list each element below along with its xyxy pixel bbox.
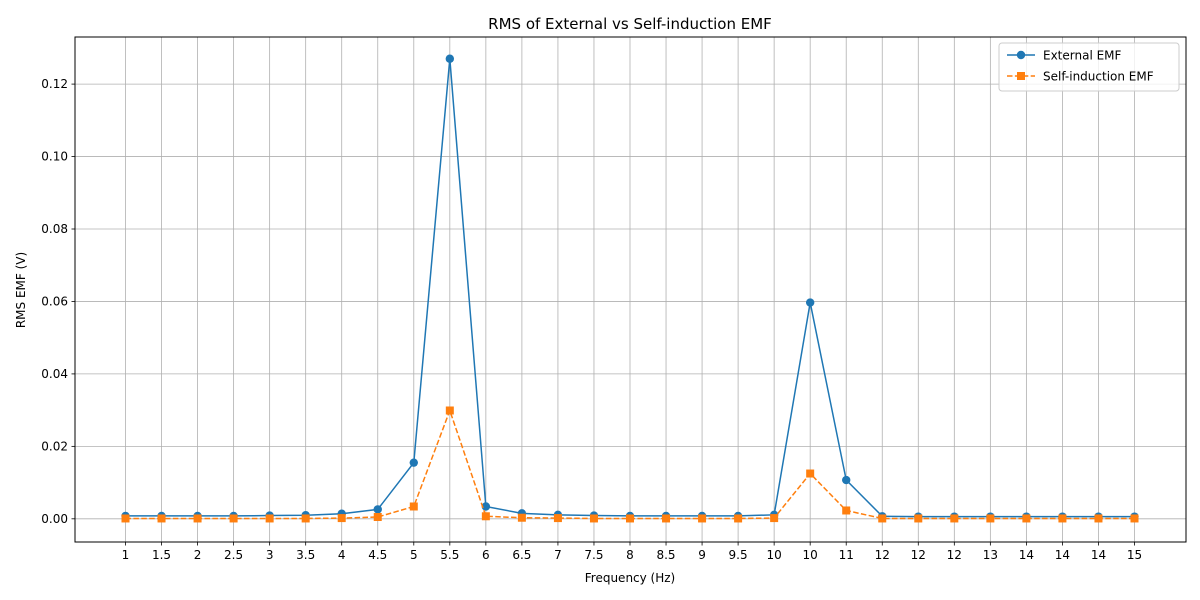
x-tick-label: 13 [983,548,998,562]
data-point [914,514,923,523]
data-point [878,514,887,523]
data-point [1022,514,1031,523]
x-tick-label: 5 [410,548,418,562]
y-tick-label: 0.04 [41,367,68,381]
data-point [121,514,130,523]
y-tick-label: 0.12 [41,77,68,91]
data-point [445,54,455,63]
legend-swatch-marker [1016,50,1026,60]
x-tick-label: 6.5 [512,548,531,562]
x-tick-label: 1.5 [152,548,171,562]
data-point [842,475,851,485]
x-tick-label: 5.5 [440,548,459,562]
x-tick-label: 14 [1091,548,1106,562]
x-tick-label: 9 [698,548,706,562]
x-tick-label: 10 [767,548,782,562]
data-point [770,514,779,523]
y-tick-label: 0.08 [41,222,68,236]
x-tick-label: 15 [1127,548,1142,562]
data-point [445,406,454,415]
x-tick-label: 6 [482,548,490,562]
x-tick-label: 1 [122,548,130,562]
data-point [409,458,418,467]
data-point [481,512,490,521]
x-tick-label: 3 [266,548,274,562]
y-axis: 0.00 0.02 0.04 0.06 0.08 0.10 0.12 [41,77,75,526]
data-point [553,514,562,523]
data-point [409,502,418,511]
data-point [301,514,310,523]
data-point [1094,514,1103,523]
x-tick-label: 8.5 [656,548,675,562]
legend-label: Self-induction EMF [1043,70,1154,84]
data-point [373,513,382,522]
chart-title: RMS of External vs Self-induction EMF [488,15,772,33]
legend-swatch-marker [1017,72,1025,80]
legend-label: External EMF [1043,49,1122,63]
x-axis-title: Frequency (Hz) [585,571,676,585]
data-point [950,514,959,523]
x-tick-label: 2 [194,548,202,562]
data-point [1130,514,1139,523]
x-tick-label: 7 [554,548,562,562]
data-point [229,514,238,523]
data-point [698,514,707,523]
x-tick-label: 9.5 [729,548,748,562]
data-point [481,502,491,511]
data-point [337,514,346,523]
y-axis-title: RMS EMF (V) [14,252,28,328]
x-tick-label: 12 [875,548,890,562]
x-tick-label: 4.5 [368,548,387,562]
series-self-induction-emf [121,406,1139,523]
plot-frame [74,36,1187,543]
x-axis: 1 1.5 2 2.5 3 3.5 4 4.5 5 5.5 6 6.5 7 7.5 8 8.5 9 9.5 10 10… [122,542,1142,562]
x-tick-label: 7.5 [584,548,603,562]
data-point [193,514,202,523]
data-point [626,514,634,523]
data-point [373,505,382,514]
x-tick-label: 10 [803,548,818,562]
data-point [589,514,598,523]
data-point [734,514,743,523]
data-point [265,514,274,523]
legend: External EMF Self-induction EMF [998,42,1180,92]
data-point [805,298,815,307]
data-point [842,506,851,515]
series-layer [121,54,1139,523]
x-tick-label: 2.5 [224,548,243,562]
data-point [662,514,671,523]
x-tick-label: 14 [1019,548,1034,562]
y-tick-label: 0.06 [41,294,68,308]
y-tick-label: 0.00 [41,512,68,526]
legend-entry: External EMF [1007,49,1122,63]
x-tick-label: 12 [911,548,926,562]
data-point [986,514,995,523]
data-point [517,513,526,522]
x-tick-label: 3.5 [296,548,315,562]
x-tick-label: 14 [1055,548,1070,562]
x-tick-label: 12 [947,548,962,562]
data-point [157,514,166,523]
data-point [1058,514,1067,523]
x-tick-label: 4 [338,548,346,562]
y-tick-label: 0.02 [41,439,68,453]
y-tick-label: 0.10 [41,150,68,164]
data-point [806,469,815,478]
x-tick-label: 11 [839,548,854,562]
legend-entry: Self-induction EMF [1007,70,1154,84]
legend-box [998,42,1180,92]
x-tick-label: 8 [626,548,634,562]
